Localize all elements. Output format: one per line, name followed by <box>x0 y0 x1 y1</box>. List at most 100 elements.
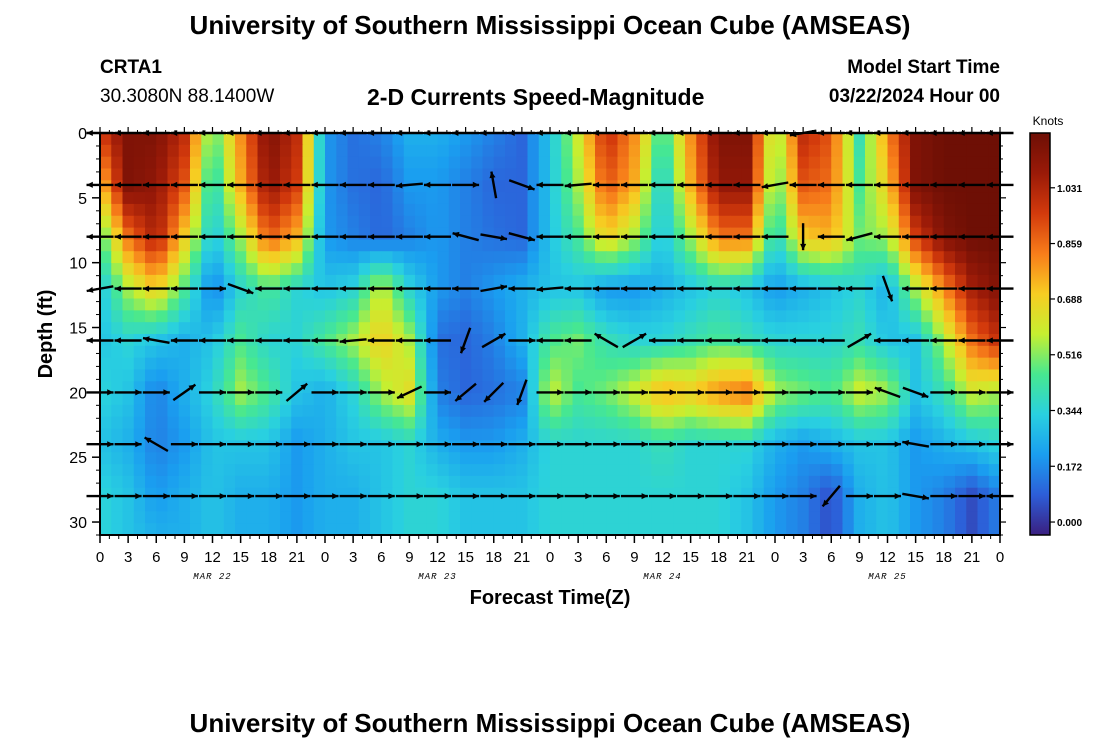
current-arrow <box>142 336 170 344</box>
current-arrow <box>255 337 283 344</box>
heatmap-cell <box>932 357 945 371</box>
heatmap-cell <box>673 404 686 418</box>
heatmap-cell <box>325 475 337 489</box>
arrow-head <box>677 285 684 292</box>
heatmap-cell <box>561 156 574 170</box>
heatmap-cell <box>943 464 956 477</box>
heatmap-cell <box>808 357 821 371</box>
heatmap-cell <box>955 499 967 512</box>
heatmap-cell <box>415 416 427 430</box>
heatmap-cell <box>516 487 529 501</box>
current-arrow <box>170 285 198 292</box>
heatmap-cell <box>403 144 416 158</box>
heatmap-cell <box>921 357 934 371</box>
heatmap-cell <box>325 487 337 501</box>
heatmap-cell <box>505 180 517 193</box>
heatmap-cell <box>763 310 776 323</box>
heatmap-cell <box>246 274 259 288</box>
heatmap-cell <box>910 239 922 252</box>
heatmap-cell <box>763 475 776 489</box>
heatmap-cell <box>167 180 180 193</box>
arrow-head <box>536 286 544 293</box>
heatmap-cell <box>257 215 270 229</box>
heatmap-cell <box>820 310 832 323</box>
heatmap-cell <box>853 345 866 359</box>
heatmap-cell <box>482 133 495 146</box>
heatmap-cell <box>966 251 979 264</box>
arrow-head <box>424 285 431 292</box>
heatmap-cell <box>538 133 551 146</box>
heatmap-cell <box>268 345 281 359</box>
arrow-head <box>958 181 965 188</box>
heatmap-cell <box>673 310 686 323</box>
current-arrow <box>564 493 592 500</box>
heatmap-cell <box>246 180 259 193</box>
heatmap-cell <box>460 464 472 477</box>
heatmap-cell <box>527 428 540 442</box>
heatmap-cell <box>302 286 315 300</box>
heatmap-cell <box>898 203 911 217</box>
heatmap-cell <box>381 203 394 217</box>
heatmap-cell <box>752 203 765 217</box>
heatmap-cell <box>718 475 731 489</box>
heatmap-cell <box>820 286 832 300</box>
heatmap-cell <box>842 310 855 323</box>
heatmap-cell <box>831 239 844 252</box>
heatmap-cell <box>561 404 574 418</box>
current-arrow <box>367 337 395 344</box>
heatmap-cell <box>190 144 202 158</box>
heatmap-cell <box>921 133 934 146</box>
heatmap-cell <box>876 192 889 205</box>
heatmap-cell <box>325 239 337 252</box>
heatmap-cell <box>651 310 664 323</box>
heatmap-cell <box>662 345 675 359</box>
heatmap-cell <box>403 180 416 193</box>
heatmap-cell <box>268 286 281 300</box>
heatmap-cell <box>977 499 990 512</box>
heatmap-cell <box>583 416 596 430</box>
heatmap-cell <box>628 168 641 181</box>
heatmap-cell <box>482 180 495 193</box>
heatmap-cell <box>403 239 416 252</box>
heatmap-cell <box>977 345 990 359</box>
current-arrow <box>339 493 367 500</box>
heatmap-cell <box>887 475 900 489</box>
heatmap-cell <box>133 156 146 170</box>
heatmap-cell <box>201 180 214 193</box>
heatmap-cell <box>865 168 877 181</box>
heatmap-cell <box>842 298 855 311</box>
heatmap-cell <box>167 487 180 501</box>
heatmap-cell <box>943 263 956 276</box>
current-arrow <box>170 441 198 448</box>
heatmap-cell <box>527 464 540 477</box>
heatmap-cell <box>943 215 956 229</box>
heatmap-cell <box>775 416 787 430</box>
current-arrow <box>902 181 930 188</box>
heatmap-cell <box>797 475 810 489</box>
heatmap-cell <box>370 133 382 146</box>
heatmap-cell <box>111 404 124 418</box>
heatmap-cell <box>876 487 889 501</box>
heatmap-cell <box>516 475 529 489</box>
heatmap-cell <box>223 133 236 146</box>
heatmap-cell <box>167 310 180 323</box>
heatmap-cell <box>932 499 945 512</box>
arrow-head <box>255 285 262 292</box>
heatmap-cell <box>133 203 146 217</box>
current-arrow <box>845 232 873 242</box>
heatmap-cell <box>988 168 1001 181</box>
heatmap-cell <box>156 416 169 430</box>
heatmap-cell <box>606 499 619 512</box>
heatmap-cell <box>730 263 742 276</box>
heatmap-cell <box>426 239 439 252</box>
heatmap-cell <box>392 298 405 311</box>
heatmap-cell <box>336 310 349 323</box>
colorbar-ramp <box>1029 132 1051 536</box>
arrow-head <box>874 337 881 344</box>
heatmap-cell <box>921 464 934 477</box>
heatmap-cell <box>966 133 979 146</box>
heatmap-cell <box>808 203 821 217</box>
heatmap-cell <box>471 416 484 430</box>
heatmap-cell <box>718 428 731 442</box>
heatmap-cell <box>381 475 394 489</box>
